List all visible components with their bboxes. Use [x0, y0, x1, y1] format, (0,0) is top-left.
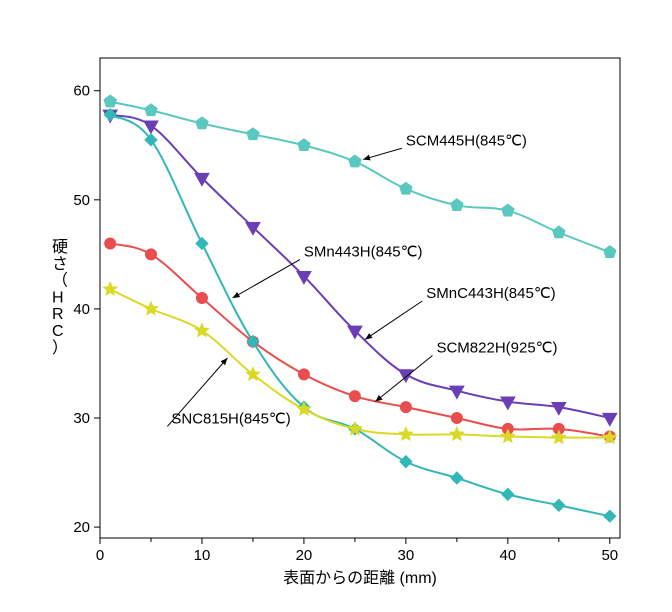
series-marker — [247, 128, 259, 140]
series-marker — [400, 402, 411, 413]
series-marker — [144, 302, 157, 315]
series-label: SCM822H(925℃) — [436, 340, 557, 357]
series-label: SMnC443H(845℃) — [426, 285, 555, 302]
series-marker — [196, 237, 208, 249]
x-axis-label: 表面からの距離 (mm) — [283, 569, 437, 587]
series-label: SMn443H(845℃) — [304, 244, 423, 261]
annotation-arrow — [375, 356, 432, 402]
annotation-arrow — [233, 260, 300, 298]
series-marker — [450, 427, 463, 440]
annotation-arrow — [365, 301, 422, 339]
x-tick-label: 10 — [194, 547, 211, 564]
series-marker — [298, 369, 309, 380]
y-tick-label: 50 — [73, 192, 90, 209]
x-tick-label: 40 — [499, 547, 516, 564]
series-label: SCM445H(845℃) — [406, 132, 527, 149]
series-marker — [349, 155, 361, 167]
series-marker — [104, 95, 116, 107]
series-marker — [399, 370, 413, 382]
series-marker — [104, 282, 117, 295]
series-marker — [399, 427, 412, 440]
series-marker — [400, 456, 412, 468]
series-marker — [502, 204, 514, 216]
y-tick-label: 30 — [73, 410, 90, 427]
series-marker — [603, 413, 617, 425]
series-marker — [553, 499, 565, 511]
series-marker — [196, 117, 208, 129]
series-line — [110, 115, 610, 516]
series-marker — [145, 249, 156, 260]
hardness-chart: 0 10 20 30 40 50 20 30 40 50 60 表面からの距離 (mm) 硬さ（HRC）… — [0, 0, 672, 612]
series-marker — [604, 246, 616, 258]
series-marker — [451, 472, 463, 484]
series-marker — [145, 104, 157, 116]
series-marker — [400, 182, 412, 194]
x-tick-label: 0 — [96, 547, 104, 564]
annotation-arrow — [363, 148, 402, 159]
y-tick-label: 40 — [73, 301, 90, 318]
y-tick-label: 60 — [73, 83, 90, 100]
series-marker — [451, 413, 462, 424]
y-tick-label: 20 — [73, 519, 90, 536]
series-marker — [298, 139, 310, 151]
series-line — [110, 102, 610, 253]
chart-container: 0 10 20 30 40 50 20 30 40 50 60 表面からの距離 (mm) 硬さ（HRC）… — [0, 0, 672, 612]
y-axis-label: 硬さ（HRC） — [52, 239, 68, 357]
series-marker — [604, 510, 616, 522]
series-marker — [553, 226, 565, 238]
series-marker — [451, 199, 463, 211]
series-marker — [105, 238, 116, 249]
series-marker — [196, 293, 207, 304]
x-tick-label: 20 — [296, 547, 313, 564]
series-marker — [502, 488, 514, 500]
series-marker — [144, 121, 158, 133]
series-label: SNC815H(845℃) — [171, 410, 290, 427]
x-tick-label: 50 — [601, 547, 618, 564]
series-marker — [349, 391, 360, 402]
x-tick-label: 30 — [398, 547, 415, 564]
